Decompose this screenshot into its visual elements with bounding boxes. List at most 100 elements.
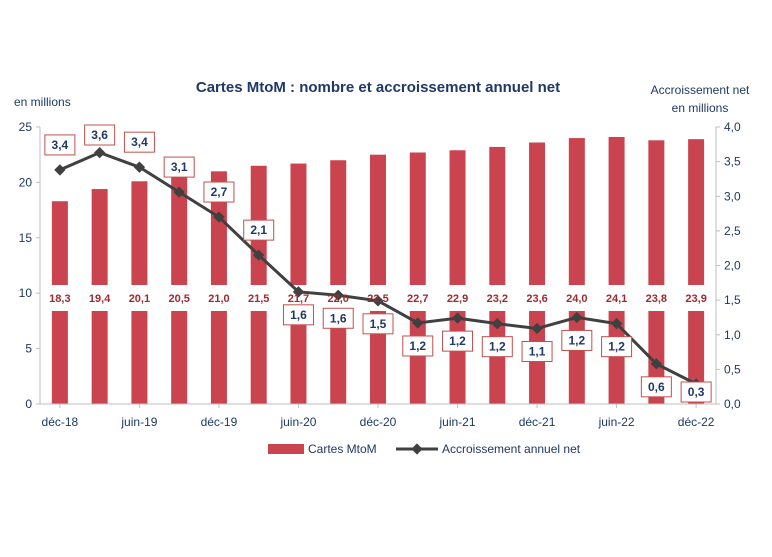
line-label-box [402,335,434,357]
bar-value-label: 22,0 [328,293,349,305]
bar-value-label: 24,1 [606,293,627,305]
bar-label-band [408,285,427,311]
right-tick-label: 1,5 [724,293,741,307]
x-tick-label: déc-20 [360,415,397,429]
bar-label-band [607,285,626,311]
bar-value-label: 21,5 [248,293,269,305]
bar-sept-21 [489,146,506,404]
line-point-déc-21 [531,322,543,335]
bar-value-label: 18,3 [49,293,70,305]
right-axis-label-line1: Accroissement net [651,83,750,97]
line-label-box [282,304,314,326]
left-tick-label: 0 [25,397,32,411]
left-tick-label: 20 [19,175,33,189]
right-tick-label: 3,5 [724,155,741,169]
legend-bar-swatch [268,444,304,454]
bar-mars-20 [250,165,267,404]
left-tick-label: 5 [25,342,32,356]
line-value-label: 1,5 [370,317,387,331]
line-label-box [84,124,116,146]
bar-juin-20 [290,163,307,404]
left-axis-label: en millions [14,95,71,109]
line-point-sept-22 [650,358,663,370]
bar-value-label: 23,8 [646,293,667,305]
bar-label-band [647,285,666,311]
x-tick-label: juin-19 [120,415,157,429]
bar-value-label: 20,1 [129,293,150,305]
bar-label-band [687,285,706,311]
line-point-mars-22 [571,311,583,324]
x-tick-label: déc-21 [519,415,556,429]
line-label-box [123,131,155,153]
line-label-box [521,341,553,363]
line-value-label: 2,1 [250,223,267,237]
x-tick-label: juin-20 [279,415,316,429]
line-label-box [481,336,513,358]
chart-title: Cartes MtoM : nombre et accroissement an… [196,79,560,96]
bar-value-label: 21,0 [208,293,229,305]
bar-sept-20 [330,160,347,404]
legend-line-marker [411,443,423,455]
line-label-box [163,156,195,178]
line-point-juin-19 [133,161,146,173]
bar-value-label: 22,9 [447,293,468,305]
line-label-box [561,329,593,351]
left-tick-label: 25 [19,120,33,134]
line-point-déc-19 [213,211,225,223]
line-value-label: 1,1 [529,345,546,359]
bar-value-label: 23,2 [487,293,508,305]
left-tick-label: 15 [19,231,33,245]
legend-bar-label: Cartes MtoM [308,442,377,456]
line-value-label: 1,2 [489,340,506,354]
line-label-box [362,313,394,335]
line-label-box [203,181,235,203]
bar-juin-21 [449,150,466,404]
line-label-box [44,134,76,156]
data-labels-group: 18,3 19,4 20,1 20,5 21,0 21,5 21,7 22,0 22,5 22,7… [44,124,712,403]
bar-mars-21 [409,152,426,404]
bar-value-label: 24,0 [566,293,587,305]
bar-label-band [50,285,69,311]
line-value-label: 2,7 [211,185,228,199]
line-value-label: 3,1 [171,160,188,174]
bar-value-label: 19,4 [89,293,111,305]
bar-sept-22 [648,140,665,404]
line-value-label: 1,2 [409,339,426,353]
bar-series-group [50,136,706,405]
bar-label-band [130,285,149,311]
x-tick-label: déc-18 [42,415,79,429]
line-point-déc-18 [54,164,66,176]
line-point-sept-21 [491,318,503,330]
right-tick-label: 4,0 [724,120,741,134]
bar-label-band [567,285,586,311]
line-point-juin-20 [292,286,305,298]
right-tick-label: 0,5 [724,362,741,376]
x-tick-label: déc-19 [201,415,238,429]
line-label-box [601,336,633,358]
bar-juin-22 [608,136,625,405]
line-value-label: 1,6 [330,311,347,325]
bar-label-band [528,285,547,311]
line-point-déc-20 [372,295,384,307]
line-label-box [640,376,672,398]
line-point-mars-19 [93,146,106,159]
left-tick-label: 10 [19,286,33,300]
right-tick-label: 3,0 [724,189,741,203]
bar-value-label: 21,7 [288,293,309,305]
bar-value-label: 22,7 [407,293,428,305]
bar-déc-20 [370,154,386,404]
line-value-label: 0,3 [688,385,705,399]
bar-mars-22 [568,138,585,404]
line-point-sept-20 [332,289,344,301]
line-point-juin-22 [610,318,623,330]
right-tick-label: 1,0 [724,328,741,342]
legend: Cartes MtoM Accroissement annuel net [268,442,581,456]
bar-déc-21 [529,142,546,404]
right-axis-label-line2: en millions [672,101,729,115]
line-point-juin-21 [451,312,464,324]
right-tick-label: 2,5 [724,224,741,238]
line-value-label: 3,4 [131,135,148,149]
line-value-label: 0,6 [648,380,665,394]
